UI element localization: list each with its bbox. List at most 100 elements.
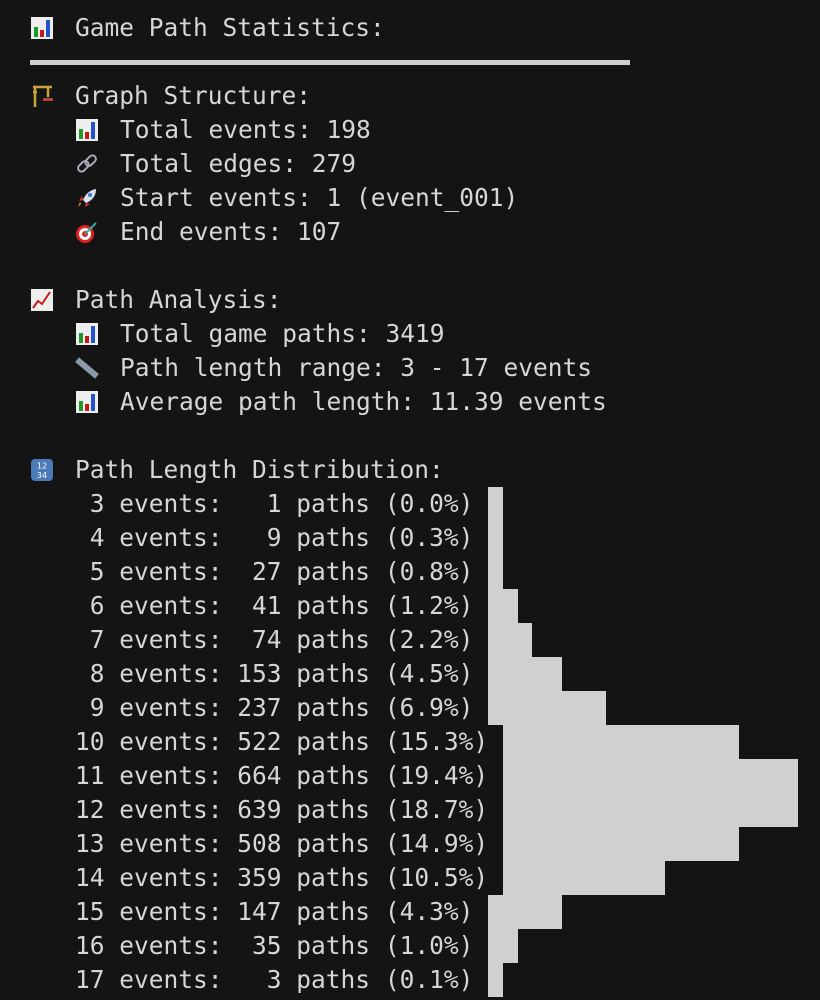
path-percent: (6.9%)	[384, 693, 489, 722]
path-percent: (1.2%)	[384, 591, 489, 620]
path-count: 359	[237, 863, 282, 892]
path-percent: (10.5%)	[384, 863, 503, 892]
paths-word: paths	[281, 523, 385, 552]
events-word: events:	[104, 591, 238, 620]
stat-text: End events: 107	[120, 217, 342, 246]
construction-crane-icon	[30, 81, 60, 111]
distribution-row: 6 events: 41 paths (1.2%)	[30, 589, 798, 623]
events-word: events:	[104, 727, 238, 756]
stat-text: Average path length: 11.39 events	[120, 387, 607, 416]
distribution-histogram: 3 events: 1 paths (0.0%) 4 events: 9 pat…	[30, 487, 798, 997]
path-length-label: 7	[75, 625, 105, 654]
path-length-label: 10	[75, 727, 105, 756]
histogram-bar	[488, 929, 518, 963]
distribution-row: 16 events: 35 paths (1.0%)	[30, 929, 798, 963]
distribution-row: 17 events: 3 paths (0.1%)	[30, 963, 798, 997]
histogram-bar	[488, 521, 503, 555]
bar-chart-icon	[30, 13, 60, 43]
path-count: 3	[237, 965, 282, 994]
path-length-label: 6	[75, 591, 105, 620]
distribution-row: 7 events: 74 paths (2.2%)	[30, 623, 798, 657]
distribution-row: 9 events: 237 paths (6.9%)	[30, 691, 798, 725]
events-word: events:	[104, 761, 238, 790]
svg-text:12: 12	[37, 462, 47, 471]
events-word: events:	[104, 557, 238, 586]
paths-word: paths	[281, 965, 385, 994]
events-word: events:	[104, 523, 238, 552]
histogram-bar	[488, 657, 562, 691]
distribution-row: 5 events: 27 paths (0.8%)	[30, 555, 798, 589]
section-heading: Graph Structure:	[75, 81, 312, 110]
bar-chart-icon	[75, 319, 105, 349]
path-count: 664	[237, 761, 282, 790]
distribution-row: 8 events: 153 paths (4.5%)	[30, 657, 798, 691]
stat-text: Total edges: 279	[120, 149, 357, 178]
paths-word: paths	[281, 795, 385, 824]
events-word: events:	[104, 829, 238, 858]
stat-line: End events: 107	[30, 215, 798, 249]
distribution-row: 13 events: 508 paths (14.9%)	[30, 827, 798, 861]
distribution-row: 4 events: 9 paths (0.3%)	[30, 521, 798, 555]
path-count: 27	[237, 557, 282, 586]
histogram-bar	[502, 861, 666, 895]
distribution-row: 15 events: 147 paths (4.3%)	[30, 895, 798, 929]
histogram-bar	[488, 895, 562, 929]
section-heading: Path Analysis:	[75, 285, 282, 314]
path-length-label: 13	[75, 829, 105, 858]
histogram-bar	[502, 827, 739, 861]
path-percent: (0.0%)	[384, 489, 489, 518]
events-word: events:	[104, 795, 238, 824]
distribution-row: 11 events: 664 paths (19.4%)	[30, 759, 798, 793]
stat-text: Path length range: 3 - 17 events	[120, 353, 593, 382]
path-length-label: 9	[75, 693, 105, 722]
distribution-row: 14 events: 359 paths (10.5%)	[30, 861, 798, 895]
page-title: Game Path Statistics:	[75, 13, 385, 42]
histogram-bar	[488, 555, 503, 589]
paths-word: paths	[281, 863, 385, 892]
path-length-label: 17	[75, 965, 105, 994]
path-count: 1	[237, 489, 282, 518]
histogram-bar	[502, 759, 798, 793]
section-heading: Path Length Distribution:	[75, 455, 444, 484]
path-count: 508	[237, 829, 282, 858]
target-icon	[75, 217, 105, 247]
title-line: Game Path Statistics:	[30, 11, 798, 45]
path-length-label: 15	[75, 897, 105, 926]
paths-word: paths	[281, 829, 385, 858]
distribution-heading: 12 34 Path Length Distribution:	[30, 453, 798, 487]
stat-text: Start events: 1 (event_001)	[120, 183, 519, 212]
path-length-label: 8	[75, 659, 105, 688]
distribution-row: 3 events: 1 paths (0.0%)	[30, 487, 798, 521]
events-word: events:	[104, 659, 238, 688]
path-percent: (19.4%)	[384, 761, 503, 790]
path-percent: (15.3%)	[384, 727, 503, 756]
svg-text:34: 34	[37, 471, 47, 480]
paths-word: paths	[281, 557, 385, 586]
histogram-bar	[488, 691, 607, 725]
histogram-bar	[488, 589, 518, 623]
paths-word: paths	[281, 591, 385, 620]
graph-structure-heading: Graph Structure:	[30, 79, 798, 113]
events-word: events:	[104, 693, 238, 722]
paths-word: paths	[281, 931, 385, 960]
events-word: events:	[104, 625, 238, 654]
stat-line: Path length range: 3 - 17 events	[30, 351, 798, 385]
path-length-label: 5	[75, 557, 105, 586]
blank-line	[30, 419, 798, 453]
path-length-label: 11	[75, 761, 105, 790]
stat-text: Total events: 198	[120, 115, 371, 144]
path-percent: (14.9%)	[384, 829, 503, 858]
events-word: events:	[104, 863, 238, 892]
paths-word: paths	[281, 659, 385, 688]
path-percent: (4.3%)	[384, 897, 489, 926]
stat-line: Average path length: 11.39 events	[30, 385, 798, 419]
path-percent: (1.0%)	[384, 931, 489, 960]
path-length-label: 3	[75, 489, 105, 518]
paths-word: paths	[281, 625, 385, 654]
stat-line: Total events: 198	[30, 113, 798, 147]
chart-increasing-icon	[30, 285, 60, 315]
stat-line: Total edges: 279	[30, 147, 798, 181]
distribution-row: 12 events: 639 paths (18.7%)	[30, 793, 798, 827]
path-count: 237	[237, 693, 282, 722]
histogram-bar	[502, 793, 798, 827]
